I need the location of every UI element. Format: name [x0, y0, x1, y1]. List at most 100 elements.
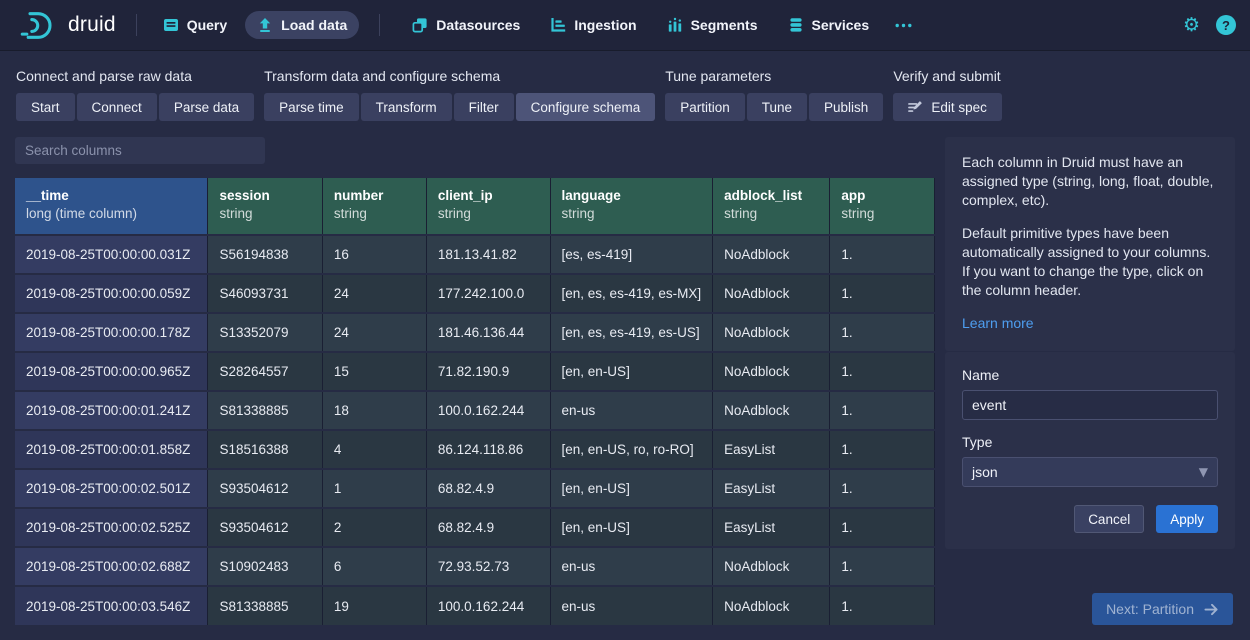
gear-icon[interactable]: ⚙ — [1182, 13, 1200, 36]
table-cell: [en, en-US] — [550, 351, 714, 391]
column-name: language — [561, 188, 621, 203]
table-cell: NoAdblock — [712, 351, 831, 391]
step-button-edit-spec[interactable]: Edit spec — [893, 93, 1002, 121]
column-type: string — [724, 206, 758, 221]
learn-more-link[interactable]: Learn more — [962, 315, 1034, 331]
step-group-label: Tune parameters — [665, 68, 772, 84]
type-select[interactable]: json ▼ — [962, 457, 1218, 487]
table-cell: [en, es, es-419, es-US] — [550, 312, 714, 352]
step-group-verify-and-submit: Verify and submit Edit spec — [893, 68, 1002, 121]
step-button-publish[interactable]: Publish — [809, 93, 884, 121]
table-cell: 2019-08-25T00:00:01.241Z — [15, 390, 209, 430]
step-button-tune[interactable]: Tune — [746, 93, 808, 121]
column-name: app — [841, 188, 866, 203]
druid-logo[interactable]: druid — [14, 10, 122, 41]
more-menu-button[interactable] — [887, 17, 920, 34]
cancel-button[interactable]: Cancel — [1074, 505, 1145, 533]
step-button-parse-time[interactable]: Parse time — [264, 93, 359, 121]
nav-item-load-data[interactable]: Load data — [245, 11, 360, 39]
nav-item-label: Ingestion — [574, 17, 637, 33]
table-cell: 2019-08-25T00:00:02.688Z — [15, 546, 209, 586]
step-button-filter[interactable]: Filter — [453, 93, 514, 121]
nav-item-label: Query — [186, 17, 228, 33]
step-button-label: Configure schema — [530, 99, 641, 115]
help-icon[interactable]: ? — [1216, 15, 1236, 35]
apply-button[interactable]: Apply — [1156, 505, 1218, 533]
nav-item-datasources[interactable]: Datasources — [400, 11, 532, 39]
step-button-label: Connect — [91, 99, 142, 115]
table-cell: 71.82.190.9 — [426, 351, 551, 391]
nav-item-query[interactable]: Query — [151, 11, 239, 39]
druid-logo-icon — [20, 10, 60, 41]
table-cell: 1. — [829, 546, 935, 586]
column-header-app[interactable]: app string — [829, 178, 935, 235]
table-cell: 1. — [829, 507, 935, 547]
column-name: session — [219, 188, 270, 203]
table-cell: S18516388 — [207, 429, 323, 469]
step-button-label: Parse time — [279, 99, 344, 115]
column-header-session[interactable]: session string — [207, 178, 323, 235]
table-cell: 1. — [829, 585, 935, 625]
table-cell: [en, en-US] — [550, 507, 714, 547]
top-nav: druid Query Load data Datasources Ingestion… — [0, 0, 1250, 50]
name-field[interactable] — [962, 390, 1218, 420]
table-cell: 19 — [322, 585, 427, 625]
nav-item-ingestion[interactable]: Ingestion — [538, 11, 648, 39]
step-group-connect-and-parse-raw-data: Connect and parse raw data Start Connect Pa… — [16, 68, 255, 121]
nav-item-services[interactable]: Services — [776, 11, 882, 39]
column-header-time[interactable]: __time long (time column) — [15, 178, 209, 235]
table-cell: 2019-08-25T00:00:00.031Z — [15, 234, 209, 274]
step-button-label: Edit spec — [931, 99, 987, 115]
step-button-parse-data[interactable]: Parse data — [158, 93, 255, 121]
nav-item-label: Datasources — [436, 17, 521, 33]
table-cell: 2019-08-25T00:00:03.546Z — [15, 585, 209, 625]
column-type: string — [333, 206, 367, 221]
table-cell: 15 — [322, 351, 427, 391]
step-button-transform[interactable]: Transform — [360, 93, 452, 121]
table-cell: S81338885 — [207, 390, 323, 430]
step-button-start[interactable]: Start — [16, 93, 75, 121]
name-field-label: Name — [962, 367, 1000, 383]
step-button-partition[interactable]: Partition — [665, 93, 745, 121]
table-cell: 1 — [322, 468, 427, 508]
step-button-connect[interactable]: Connect — [76, 93, 157, 121]
table-cell: S93504612 — [207, 468, 323, 508]
step-group-tune-parameters: Tune parameters Partition Tune Publish — [665, 68, 884, 121]
type-select-value: json — [972, 464, 998, 480]
table-cell: [en, en-US, ro, ro-RO] — [550, 429, 714, 469]
next-partition-label: Next: Partition — [1106, 601, 1194, 617]
table-cell: 68.82.4.9 — [426, 507, 551, 547]
table-cell: 1. — [829, 234, 935, 274]
table-cell: 16 — [322, 234, 427, 274]
nav-items: Query Load data Datasources Ingestion Segmen… — [151, 11, 920, 39]
datasources-icon — [412, 17, 428, 33]
table-cell: NoAdblock — [712, 234, 831, 274]
step-group-label: Verify and submit — [893, 68, 1001, 84]
table-cell: S13352079 — [207, 312, 323, 352]
step-nav: Connect and parse raw data Start Connect Pa… — [16, 68, 1002, 121]
column-header-language[interactable]: language string — [550, 178, 714, 235]
table-cell: 181.13.41.82 — [426, 234, 551, 274]
table-row: 2019-08-25T00:00:01.858Z S18516388 4 86.124… — [15, 429, 935, 469]
table-cell: S81338885 — [207, 585, 323, 625]
table-row: 2019-08-25T00:00:00.178Z S13352079 24 181.4… — [15, 312, 935, 352]
table-cell: 1. — [829, 312, 935, 352]
search-columns-input[interactable] — [15, 137, 265, 164]
nav-item-label: Load data — [281, 17, 348, 33]
arrow-right-icon — [1204, 602, 1219, 617]
table-cell: 68.82.4.9 — [426, 468, 551, 508]
column-name: number — [333, 188, 384, 203]
table-row: 2019-08-25T00:00:01.241Z S81338885 18 100.0… — [15, 390, 935, 430]
column-header-client-ip[interactable]: client_ip string — [426, 178, 551, 235]
table-cell: EasyList — [712, 507, 831, 547]
step-button-configure-schema[interactable]: Configure schema — [515, 93, 656, 121]
table-row: 2019-08-25T00:00:00.059Z S46093731 24 177.2… — [15, 273, 935, 313]
column-header-adblock-list[interactable]: adblock_list string — [712, 178, 831, 235]
next-partition-button[interactable]: Next: Partition — [1092, 593, 1233, 625]
table-cell: 2019-08-25T00:00:00.059Z — [15, 273, 209, 313]
column-header-number[interactable]: number string — [322, 178, 427, 235]
nav-item-segments[interactable]: Segments — [655, 11, 770, 39]
table-cell: 72.93.52.73 — [426, 546, 551, 586]
table-cell: 177.242.100.0 — [426, 273, 551, 313]
table-cell: 24 — [322, 312, 427, 352]
